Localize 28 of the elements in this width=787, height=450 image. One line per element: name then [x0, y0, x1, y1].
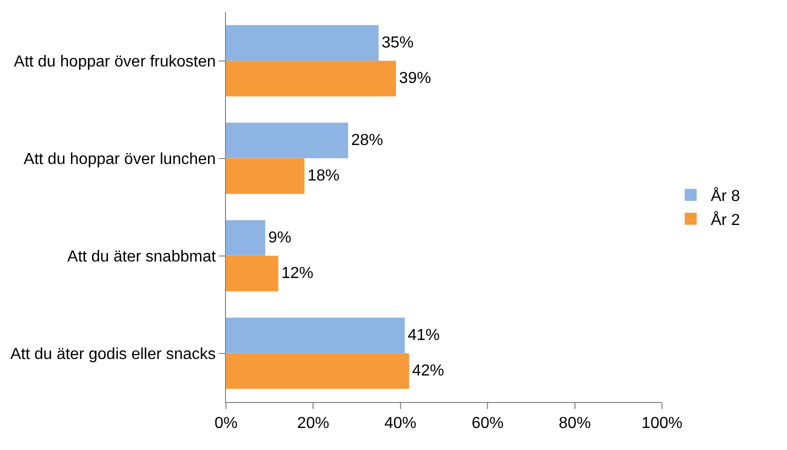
legend-label: År 8 — [710, 187, 740, 206]
y-tick-label: Att du hoppar över lunchen — [24, 150, 216, 168]
bar — [226, 353, 410, 389]
y-tick-label: Att du hoppar över frukosten — [14, 53, 216, 70]
data-label: 41% — [408, 326, 440, 344]
x-tick-label: 0% — [214, 415, 238, 432]
x-tick-label: 20% — [297, 415, 330, 432]
x-tick-label: 100% — [642, 415, 682, 432]
bar — [226, 318, 405, 354]
data-label: 35% — [382, 34, 414, 52]
data-label: 42% — [412, 362, 444, 380]
bar — [226, 220, 266, 256]
x-tick-label: 60% — [472, 415, 504, 432]
x-tick-label: 80% — [558, 415, 591, 432]
bar — [226, 122, 348, 158]
data-label: 9% — [268, 229, 292, 246]
data-label: 18% — [307, 168, 340, 185]
y-tick-label: Att du äter godis eller snacks — [10, 346, 216, 363]
data-label: 12% — [281, 265, 314, 282]
bar — [226, 256, 278, 292]
data-label: 28% — [351, 132, 384, 149]
y-tick-label: Att du äter snabbmat — [67, 248, 216, 266]
bar — [226, 158, 304, 194]
bar — [226, 25, 379, 61]
data-label: 39% — [399, 70, 432, 88]
x-tick-label: 40% — [384, 415, 416, 432]
bar — [226, 60, 396, 96]
legend-label: År 2 — [710, 210, 740, 229]
